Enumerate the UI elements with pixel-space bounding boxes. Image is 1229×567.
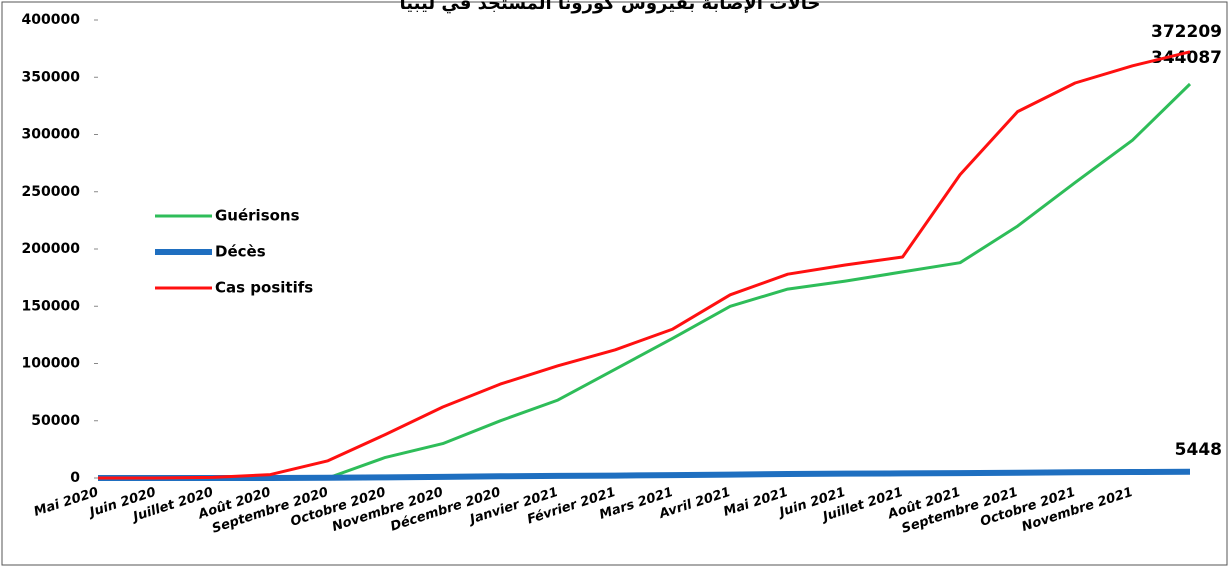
legend-label: Guérisons [215, 207, 300, 225]
data-label: 344087 [1151, 48, 1222, 68]
series-line [98, 50, 1191, 480]
y-tick-label: 300000 [22, 127, 81, 143]
y-tick-label: 150000 [22, 298, 81, 314]
y-tick-label: 350000 [22, 69, 81, 85]
legend-label: Décès [215, 243, 266, 261]
y-tick-label: 250000 [22, 184, 81, 200]
y-tick-label: 400000 [22, 12, 81, 28]
y-tick-label: 50000 [31, 413, 80, 429]
y-tick-label: 100000 [22, 356, 81, 372]
y-tick-label: 200000 [22, 241, 81, 257]
data-label: 5448 [1175, 440, 1222, 460]
data-label: 372209 [1151, 22, 1222, 42]
series-line [98, 468, 1191, 481]
y-tick-label: 0 [70, 470, 80, 486]
chart-title: حالات الإصابة بفيروس كورونا المستجد في ل… [400, 0, 821, 14]
legend-label: Cas positifs [215, 279, 313, 297]
